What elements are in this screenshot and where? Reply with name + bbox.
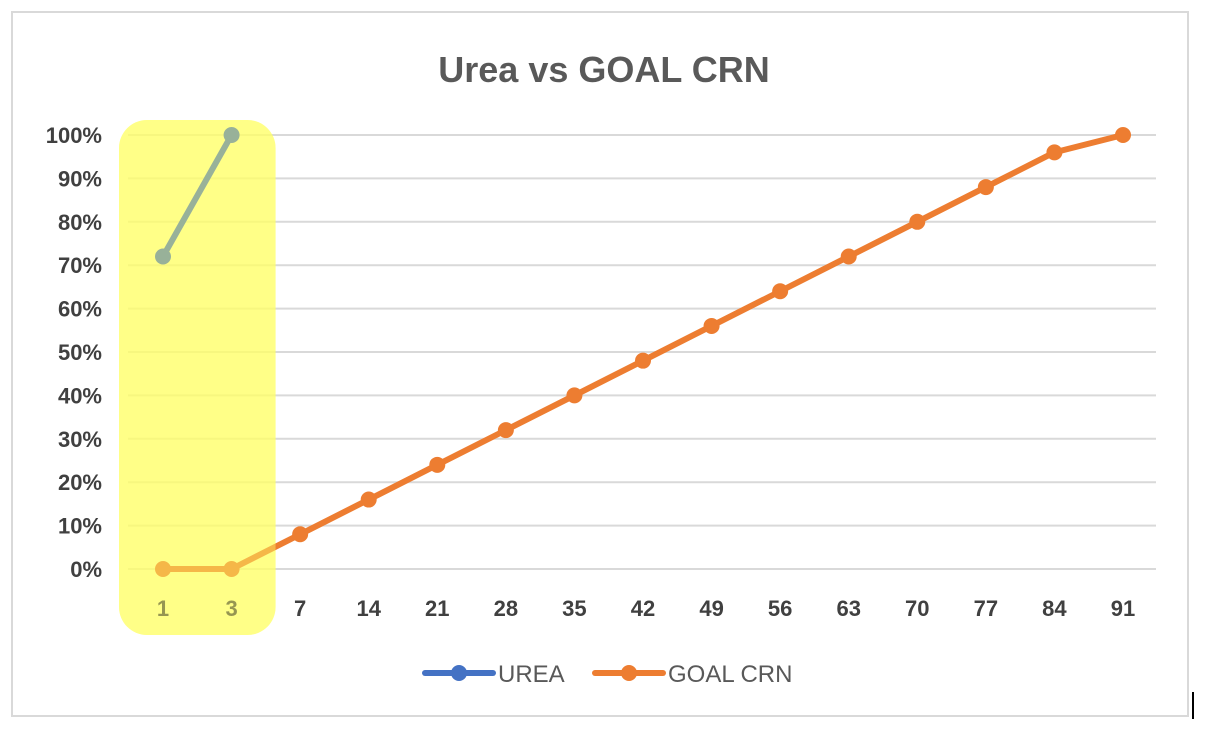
y-tick-label: 20% <box>58 470 102 495</box>
data-point-1 <box>429 456 446 473</box>
data-point-1 <box>977 179 994 196</box>
y-tick-label: 30% <box>58 427 102 452</box>
chart-frame: Urea vs GOAL CRN 0% 10% 20% 30% 40% 50% 60% 70% 8… <box>11 11 1189 717</box>
y-tick-label: 50% <box>58 340 102 365</box>
chart-title: Urea vs GOAL CRN <box>438 49 769 90</box>
x-tick-label: 35 <box>562 596 586 621</box>
text-cursor <box>1192 692 1194 719</box>
x-tick-label: 42 <box>631 596 655 621</box>
series-line-0 <box>160 132 235 260</box>
data-point-1 <box>772 283 789 300</box>
data-point-1 <box>292 526 309 543</box>
y-tick-label: 90% <box>58 166 102 191</box>
x-tick-label: 77 <box>974 596 998 621</box>
data-point-1 <box>566 387 583 404</box>
x-tick-label: 7 <box>294 596 306 621</box>
data-point-1 <box>703 317 720 334</box>
x-tick-label: 56 <box>768 596 792 621</box>
y-tick-label: 40% <box>58 383 102 408</box>
x-tick-label: 3 <box>225 596 237 621</box>
x-tick-label: 1 <box>157 596 169 621</box>
y-tick-label: 100% <box>46 123 102 148</box>
x-tick-label: 70 <box>905 596 929 621</box>
data-point-1 <box>909 213 926 230</box>
data-point-1 <box>840 248 857 265</box>
y-tick-label: 60% <box>58 297 102 322</box>
legend-item: GOAL CRN <box>592 661 792 688</box>
data-point-1 <box>155 561 171 577</box>
legend-item: UREA <box>422 661 565 688</box>
y-tick-label: 70% <box>58 253 102 278</box>
legend-marker <box>621 665 637 681</box>
y-tick-label: 10% <box>58 514 102 539</box>
data-point-0 <box>155 248 171 265</box>
x-tick-label: 63 <box>836 596 860 621</box>
data-point-1 <box>360 491 377 508</box>
x-tick-label: 84 <box>1042 596 1067 621</box>
x-tick-label: 28 <box>494 596 518 621</box>
highlight-overlay <box>119 120 276 635</box>
x-tick-label: 91 <box>1111 596 1135 621</box>
data-point-1 <box>1115 127 1131 143</box>
data-point-1 <box>1046 144 1063 161</box>
x-tick-label: 21 <box>425 596 449 621</box>
data-point-1 <box>497 422 514 439</box>
data-point-1 <box>635 352 651 369</box>
data-point-0 <box>223 127 240 143</box>
x-tick-label: 49 <box>699 596 723 621</box>
y-tick-label: 80% <box>58 210 102 235</box>
legend-label: UREA <box>498 661 565 688</box>
highlight-band <box>119 120 276 635</box>
data-point-1 <box>223 561 240 577</box>
legend-label: GOAL CRN <box>668 661 792 688</box>
chart-svg: Urea vs GOAL CRN 0% 10% 20% 30% 40% 50% 60% 70% 8… <box>46 49 1156 688</box>
legend-marker <box>451 665 467 681</box>
x-tick-label: 14 <box>356 596 381 621</box>
y-tick-label: 0% <box>70 557 102 582</box>
